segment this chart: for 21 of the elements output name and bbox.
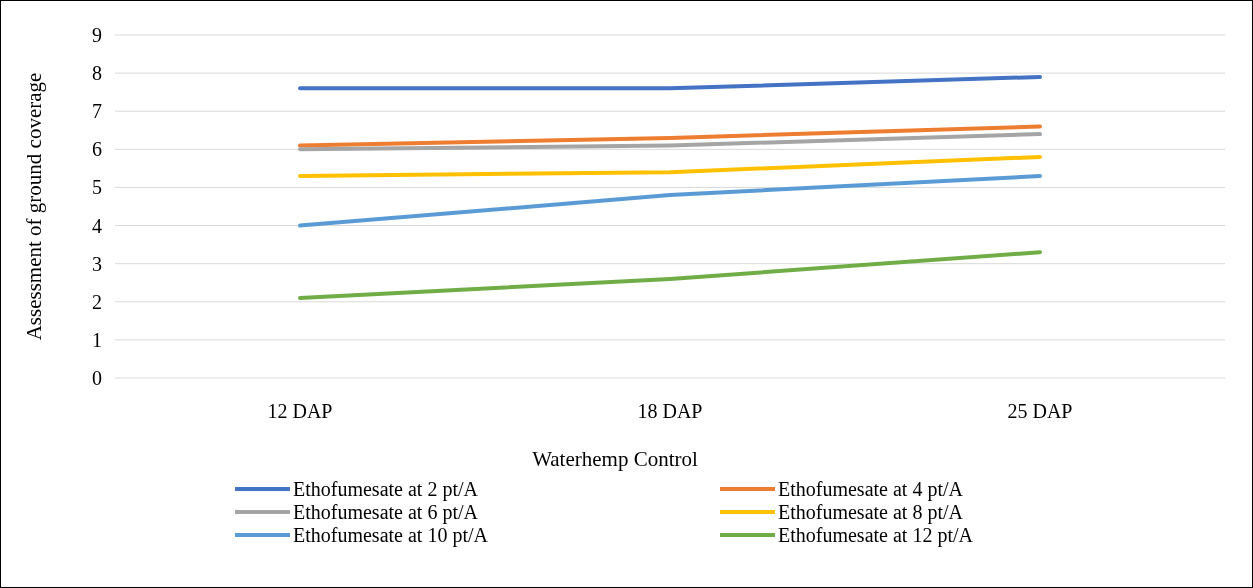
y-tick-label: 8 [92,62,102,85]
y-tick-label: 7 [92,100,102,123]
legend-label: Ethofumesate at 2 pt/A [293,478,479,501]
legend-label: Ethofumesate at 12 pt/A [778,524,974,547]
y-tick-label: 2 [92,290,102,313]
y-tick-label: 6 [92,138,102,161]
x-axis-title: Waterhemp Control [532,447,698,471]
legend-label: Ethofumesate at 4 pt/A [778,478,964,501]
y-axis-title: Assessment of ground coverage [22,72,46,341]
legend-label: Ethofumesate at 8 pt/A [778,501,964,524]
x-tick-label: 25 DAP [1007,400,1073,422]
x-tick-label: 12 DAP [267,400,333,422]
y-tick-label: 0 [92,367,102,389]
x-tick-label: 18 DAP [637,400,703,422]
y-tick-label: 4 [92,214,102,237]
y-tick-label: 5 [92,176,102,199]
y-tick-label: 1 [92,328,102,351]
y-tick-label: 9 [92,24,102,46]
y-tick-label: 3 [92,252,102,275]
legend-label: Ethofumesate at 10 pt/A [293,524,489,547]
legend-label: Ethofumesate at 6 pt/A [293,501,479,524]
